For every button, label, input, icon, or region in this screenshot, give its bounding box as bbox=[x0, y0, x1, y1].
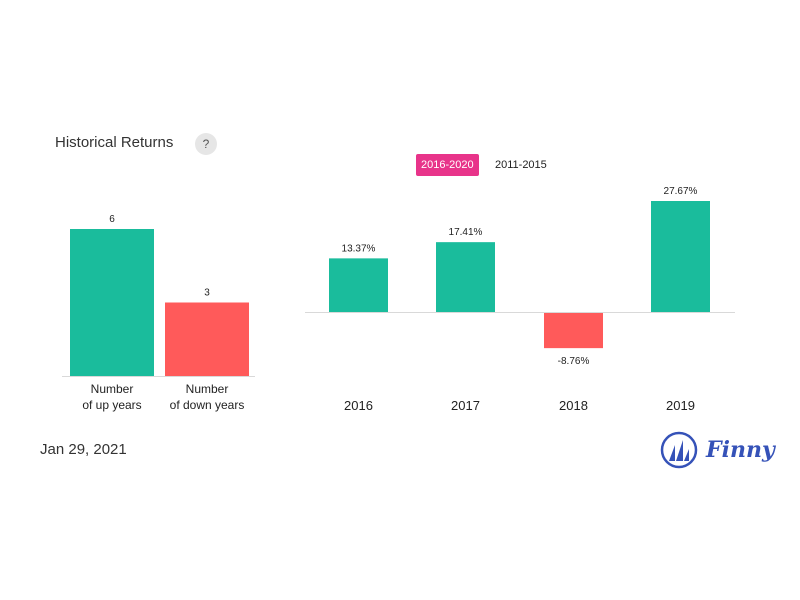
bar bbox=[651, 201, 710, 312]
chart-title: Historical Returns bbox=[55, 134, 174, 151]
finny-logo: Finny bbox=[660, 431, 775, 469]
tab-2011-2015[interactable]: 2011-2015 bbox=[495, 159, 547, 171]
sailboat-icon bbox=[660, 431, 698, 469]
category-label: Number bbox=[91, 382, 134, 396]
bar bbox=[329, 258, 388, 312]
as-of-date: Jan 29, 2021 bbox=[40, 441, 127, 458]
bar bbox=[544, 313, 603, 349]
x-tick-label: 2019 bbox=[666, 398, 695, 410]
data-label: 3 bbox=[204, 288, 210, 299]
data-label: -8.76% bbox=[558, 356, 590, 367]
brand-name: Finny bbox=[706, 437, 775, 463]
yearly-returns-chart: 13.37% 2016 17.41% 2017 -8.76% 2018 27.67% 2019 bbox=[305, 186, 735, 410]
bar bbox=[165, 302, 249, 376]
data-label: 6 bbox=[109, 214, 115, 225]
category-label: of down years bbox=[170, 398, 245, 412]
data-label: 27.67% bbox=[664, 186, 698, 197]
data-label: 17.41% bbox=[449, 227, 483, 238]
up-down-count-chart: 6 Number of up years 3 Number of down years bbox=[62, 214, 255, 412]
tab-2016-2020[interactable]: 2016-2020 bbox=[416, 154, 479, 176]
help-icon[interactable]: ? bbox=[195, 133, 217, 155]
category-label: of up years bbox=[82, 398, 141, 412]
x-tick-label: 2018 bbox=[559, 398, 588, 410]
data-label: 13.37% bbox=[342, 243, 376, 254]
category-label: Number bbox=[186, 382, 229, 396]
bar bbox=[436, 242, 495, 312]
x-tick-label: 2017 bbox=[451, 398, 480, 410]
bar bbox=[70, 229, 154, 376]
x-tick-label: 2016 bbox=[344, 398, 373, 410]
